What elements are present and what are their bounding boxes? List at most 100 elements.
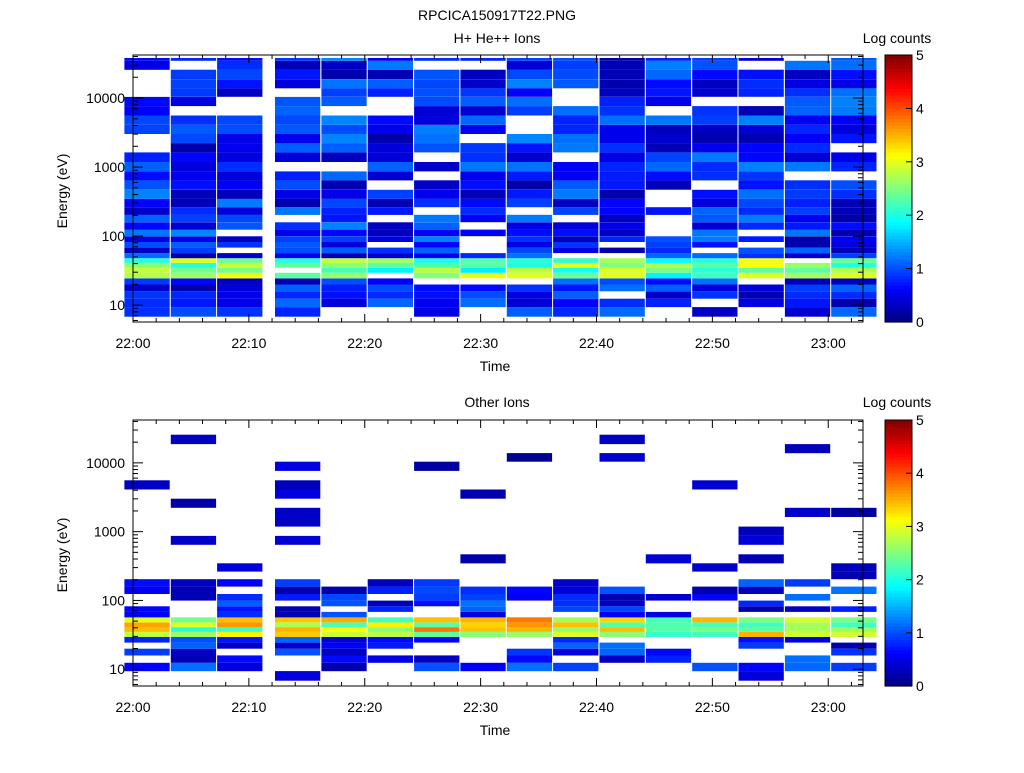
- heatmap-cell: [831, 115, 877, 125]
- colorbar-segment: [885, 211, 912, 216]
- heatmap-cell: [367, 278, 413, 285]
- heatmap-cell: [414, 600, 460, 607]
- heatmap-cell: [553, 637, 599, 643]
- colorbar-segment: [885, 589, 912, 594]
- heatmap-cell: [645, 124, 692, 134]
- heatmap-cell: [170, 242, 217, 248]
- heatmap-cell: [784, 96, 831, 107]
- x-tick-label: 22:30: [463, 699, 498, 715]
- colorbar-segment: [885, 145, 912, 150]
- heatmap-cell: [645, 134, 692, 144]
- heatmap-cell: [553, 648, 599, 656]
- heatmap-cell: [831, 622, 877, 628]
- heatmap-cell: [599, 60, 645, 70]
- heatmap-cell: [460, 143, 506, 153]
- heatmap-cell: [738, 637, 784, 643]
- heatmap-cell: [170, 180, 217, 190]
- heatmap-cell: [553, 134, 599, 144]
- heatmap-cell: [784, 198, 831, 208]
- heatmap-cell: [217, 284, 263, 292]
- colorbar-segment: [885, 285, 912, 290]
- heatmap-cell: [692, 69, 738, 80]
- x-tick-label: 22:50: [695, 699, 730, 715]
- heatmap-cell: [738, 207, 784, 215]
- heatmap-cell: [553, 627, 599, 632]
- heatmap-cell: [460, 171, 506, 181]
- heatmap-cell: [599, 284, 645, 292]
- colorbar-segment: [885, 91, 912, 96]
- heatmap-cell: [170, 171, 217, 181]
- heatmap-cell: [367, 222, 413, 230]
- heatmap-cell: [692, 134, 738, 144]
- colorbar-segment: [885, 486, 912, 491]
- heatmap-cell: [506, 253, 553, 259]
- heatmap-cell: [506, 284, 553, 292]
- heatmap-cell: [321, 207, 367, 215]
- heatmap-cell: [217, 594, 263, 601]
- colorbar-segment: [885, 519, 912, 524]
- colorbar-segment: [885, 265, 912, 270]
- heatmap-cell: [275, 189, 321, 199]
- heatmap-cell: [692, 222, 738, 230]
- heatmap-cell: [738, 198, 784, 208]
- y-tick-label: 1000: [94, 159, 125, 175]
- heatmap-cell: [321, 611, 367, 618]
- heatmap-cell: [692, 214, 738, 223]
- heatmap-cell: [275, 198, 321, 208]
- colorbar-segment: [885, 539, 912, 544]
- heatmap-cell: [124, 262, 170, 268]
- heatmap-cell: [692, 594, 738, 601]
- heatmap-cell: [460, 152, 506, 162]
- heatmap-cell: [738, 143, 784, 153]
- heatmap-cell: [321, 648, 367, 656]
- heatmap-cell: [553, 69, 599, 80]
- heatmap-cell: [124, 298, 170, 308]
- heatmap-cell: [553, 247, 599, 254]
- heatmap-cell: [599, 124, 645, 134]
- heatmap-cell: [321, 69, 367, 80]
- heatmap-cell: [460, 189, 506, 199]
- heatmap-cell: [460, 96, 506, 107]
- colorbar-segment: [885, 499, 912, 504]
- heatmap-cell: [460, 88, 506, 97]
- heatmap-cell: [599, 106, 645, 116]
- colorbar-segment: [885, 171, 912, 176]
- colorbar-segment: [885, 426, 912, 431]
- heatmap-cell: [414, 162, 460, 172]
- heatmap-cell: [414, 631, 460, 637]
- heatmap-cell: [414, 189, 460, 199]
- heatmap-cell: [784, 106, 831, 116]
- colorbar-segment: [885, 609, 912, 614]
- colorbar-segment: [885, 572, 912, 577]
- heatmap-cell: [217, 622, 263, 628]
- heatmap-cell: [645, 298, 692, 308]
- heatmap-cell: [553, 124, 599, 134]
- heatmap-cell: [506, 189, 553, 199]
- heatmap-cell: [460, 258, 506, 263]
- heatmap-cell: [414, 229, 460, 237]
- heatmap-cell: [460, 58, 506, 61]
- heatmap-cell: [275, 60, 321, 70]
- colorbar-segment: [885, 251, 912, 256]
- heatmap-cell: [784, 655, 831, 663]
- heatmap-cell: [217, 298, 263, 308]
- heatmap-cell: [831, 284, 877, 292]
- heatmap-cell: [275, 207, 321, 215]
- colorbar-segment: [885, 599, 912, 604]
- heatmap-cell: [170, 642, 217, 649]
- heatmap-cell: [460, 229, 506, 237]
- heatmap-cell: [506, 236, 553, 242]
- heatmap-cell: [275, 586, 321, 594]
- heatmap-cell: [738, 600, 784, 607]
- heatmap-cell: [321, 124, 367, 134]
- heatmap-cell: [784, 134, 831, 144]
- heatmap-cell: [170, 498, 217, 508]
- heatmap-cell: [367, 655, 413, 663]
- heatmap-cell: [599, 58, 645, 61]
- heatmap-cell: [460, 124, 506, 134]
- heatmap-cell: [367, 622, 413, 628]
- heatmap-cell: [367, 189, 413, 199]
- heatmap-cell: [414, 307, 460, 317]
- colorbar-segment: [885, 656, 912, 661]
- heatmap-cell: [692, 627, 738, 632]
